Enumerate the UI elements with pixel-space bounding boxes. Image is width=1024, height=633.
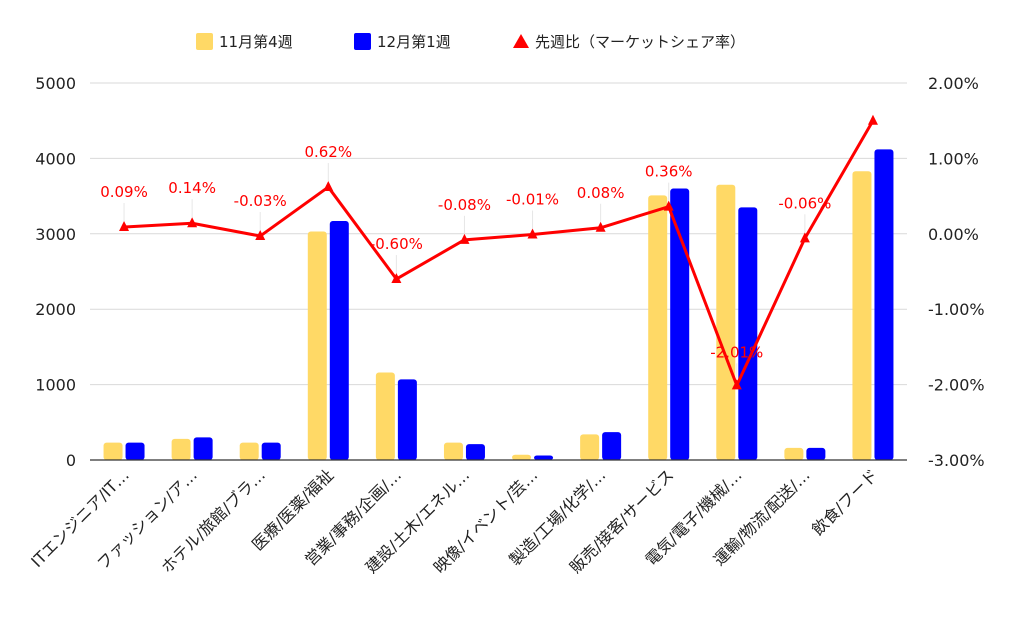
bars: [103, 149, 894, 461]
legend-triangle-marker: [513, 34, 529, 48]
y-right-tick-label: 0.00%: [928, 225, 979, 244]
bar-dec-week1: [397, 379, 417, 460]
bar-nov-week4: [852, 171, 872, 460]
line-point-marker: [255, 230, 266, 241]
bar-nov-week4: [443, 442, 463, 460]
gridlines: [90, 82, 907, 386]
line-data-label: -0.06%: [778, 194, 831, 212]
line-data-label: -0.08%: [438, 196, 491, 214]
bar-dec-week1: [874, 149, 894, 461]
axes: 0 1000 2000 3000 4000 5000 -3.00% -2.00% -1.00% 0…: [27, 74, 984, 577]
line-point-marker: [731, 379, 742, 390]
bar-nov-week4: [784, 447, 804, 460]
line-data-label: -2.01%: [710, 343, 763, 361]
data-labels: 0.09% 0.14% -0.03% 0.62% -0.60% -0.08% -0.01% 0…: [100, 143, 831, 380]
share-change-line: [123, 119, 875, 387]
legend-swatch: [354, 33, 371, 50]
line-data-label: 0.62%: [304, 143, 352, 161]
line-point-marker: [595, 221, 606, 232]
bar-nov-week4: [580, 434, 600, 460]
line-point-marker: [119, 221, 130, 232]
bar-nov-week4: [512, 454, 532, 460]
y-left-tick-label: 1000: [35, 376, 76, 395]
line-data-label: 0.36%: [645, 163, 693, 181]
bar-dec-week1: [465, 444, 485, 460]
bar-dec-week1: [329, 220, 349, 460]
legend-label: 先週比（マーケットシェア率）: [535, 33, 745, 51]
bar-nov-week4: [307, 231, 327, 460]
line-point-marker: [323, 181, 334, 192]
bar-nov-week4: [171, 438, 191, 460]
line-data-label: -0.60%: [370, 235, 423, 253]
line-point-marker: [391, 273, 402, 284]
bar-dec-week1: [806, 447, 826, 460]
bar-nov-week4: [103, 442, 123, 460]
y-left-tick-label: 4000: [35, 149, 76, 168]
legend: 11月第4週 12月第1週 先週比（マーケットシェア率）: [196, 33, 745, 51]
line-series: [119, 114, 878, 390]
y-left-tick-label: 0: [66, 451, 76, 470]
line-data-label: -0.03%: [234, 192, 287, 210]
y-right-tick-label: -1.00%: [928, 300, 985, 319]
line-point-marker: [867, 114, 878, 125]
y-left-tick-label: 3000: [35, 225, 76, 244]
line-data-label: 0.08%: [577, 184, 625, 202]
line-point-marker: [799, 232, 810, 243]
y-left-tick-label: 5000: [35, 74, 76, 93]
bar-nov-week4: [239, 442, 259, 460]
bar-dec-week1: [193, 437, 213, 460]
bar-nov-week4: [648, 195, 668, 460]
line-point-marker: [459, 233, 470, 244]
y-right-tick-label: -2.00%: [928, 376, 985, 395]
line-point-marker: [187, 217, 198, 228]
bar-dec-week1: [670, 188, 690, 460]
line-data-label: 0.14%: [168, 179, 216, 197]
bar-dec-week1: [738, 207, 758, 460]
bar-nov-week4: [716, 184, 736, 461]
bar-dec-week1: [534, 455, 554, 460]
line-point-marker: [527, 228, 538, 239]
line-point-marker: [663, 200, 674, 211]
bar-dec-week1: [261, 442, 281, 460]
bar-dec-week1: [125, 442, 145, 460]
y-right-tick-label: 2.00%: [928, 74, 979, 93]
x-category-label: 飲食/フード: [808, 465, 882, 539]
bar-nov-week4: [375, 372, 395, 460]
legend-label: 11月第4週: [219, 33, 293, 51]
legend-swatch: [196, 33, 213, 50]
y-right-tick-label: -3.00%: [928, 451, 985, 470]
y-left-tick-label: 2000: [35, 300, 76, 319]
legend-label: 12月第1週: [377, 33, 451, 51]
line-data-label: -0.01%: [506, 191, 559, 209]
y-right-tick-label: 1.00%: [928, 149, 979, 168]
bar-dec-week1: [602, 432, 622, 460]
line-data-label: 0.09%: [100, 183, 148, 201]
